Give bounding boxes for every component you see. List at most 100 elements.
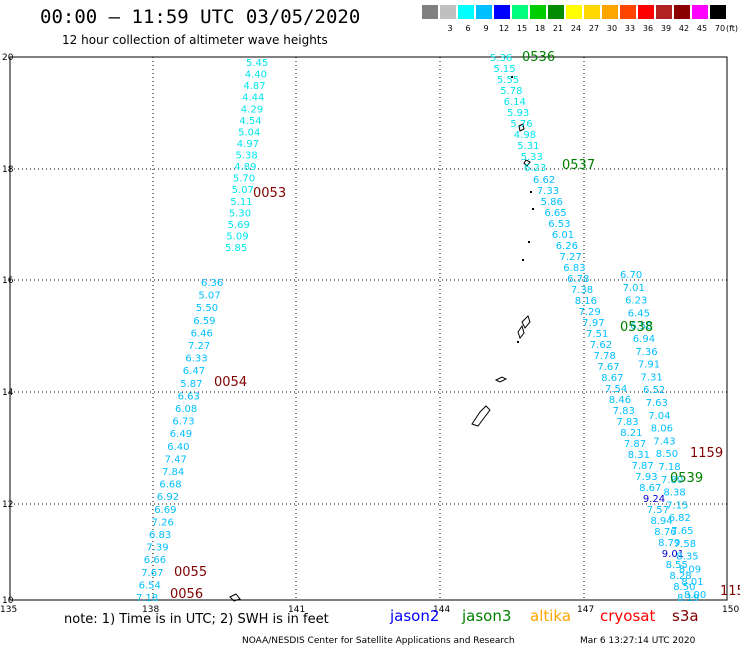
x-tick-label: 135 [0,605,17,615]
wave-height-label: 6.26 [556,241,578,252]
wave-height-label: 4.40 [245,70,267,81]
wave-height-label: 5.55 [497,75,519,86]
x-tick-label: 150 [722,605,739,615]
wave-height-label: 5.38 [236,151,258,162]
legend-label: 27 [588,24,600,33]
wave-height-label: 8.38 [664,488,686,499]
wave-height-label: 7.83 [616,417,638,428]
wave-height-label: 8.94 [651,516,673,527]
wave-height-label: 5.78 [500,86,522,97]
wave-height-label: 7.91 [638,360,660,371]
grid-lines [9,56,728,601]
wave-height-label: 5.07 [232,185,254,196]
wave-height-label: 7.87 [632,461,654,472]
wave-height-label: 8.55 [666,560,688,571]
wave-height-label: 6.52 [643,385,665,396]
time-label: 0054 [214,375,247,390]
wave-height-label: 7.38 [571,285,593,296]
island-guam [471,405,491,427]
wave-height-label: 7.29 [579,307,601,318]
wave-height-label: 7.80 [661,475,683,486]
legend-swatch [530,5,546,19]
legend-label: 33 [624,24,636,33]
satellite-name-jason2: jason2 [390,607,440,625]
wave-height-label: 8.46 [609,395,631,406]
islet [511,76,513,78]
wave-height-label: 7.63 [646,398,668,409]
wave-height-label: 7.97 [582,318,604,329]
wave-height-label: 7.83 [613,406,635,417]
time-label: 0055 [174,565,207,580]
wave-height-label: 5.30 [229,208,251,219]
wave-height-label: 5.15 [493,64,515,75]
satellite-tracks: 5.454.404.874.444.294.545.044.975.384.89… [136,53,706,604]
wave-height-label: 8.01 [681,577,703,588]
wave-height-label: 9.01 [662,549,684,560]
legend-label: 18 [534,24,546,33]
legend-swatch [692,5,708,19]
satellite-name-jason3: jason3 [462,607,512,625]
wave-height-label: 6.01 [552,230,574,241]
legend-label: 3 [447,24,453,33]
wave-height-label: 6.14 [504,97,526,108]
wave-height-label: 5.07 [198,291,220,302]
satellite-name-s3a: s3a [672,607,699,625]
x-tick-label: 144 [433,605,450,615]
wave-height-label: 4.44 [242,93,264,104]
wave-height-label: 5.76 [510,119,532,130]
wave-height-label: 6.47 [183,366,205,377]
wave-height-label: 7.18 [658,462,680,473]
legend-label: 39 [660,24,672,33]
wave-height-label: 7.33 [537,186,559,197]
map-subtitle: 12 hour collection of altimeter wave hei… [62,33,328,47]
legend-swatch [602,5,618,19]
wave-height-label: 7.65 [671,526,693,537]
credit-text: NOAA/NESDIS Center for Satellite Applica… [242,636,515,646]
y-tick-label: 10 [2,596,14,606]
time-label: 0056 [170,587,203,602]
wave-height-label: 6.78 [567,274,589,285]
wave-height-label: 8.31 [628,450,650,461]
small-islets [511,76,534,343]
wave-height-label: 7.01 [623,283,645,294]
wave-height-label: 7.27 [560,252,582,263]
wave-height-label: 7.67 [597,362,619,373]
wave-height-label: 4.29 [241,104,263,115]
islet [517,341,519,343]
wave-height-label: 6.36 [201,278,223,289]
wave-height-label: 7.26 [152,517,174,528]
wave-height-label: 7.39 [146,543,168,554]
island-saipan [521,315,531,329]
wave-height-label: 7.58 [674,539,696,550]
legend-label: 12 [498,24,510,33]
legend-swatch [566,5,582,19]
legend-label: 15 [516,24,528,33]
legend-label: 30 [606,24,618,33]
x-tick-label: 147 [577,605,594,615]
x-tick-label: 141 [288,605,305,615]
map-title: 00:00 – 11:59 UTC 03/05/2020 [40,6,361,28]
wave-height-label: 7.93 [635,472,657,483]
wave-height-label: 8.16 [575,296,597,307]
island-north-b [523,159,531,167]
wave-height-label: 7.84 [162,467,184,478]
island-north-a [518,123,525,132]
wave-height-label: 6.68 [159,480,181,491]
wave-height-label: 7.18 [136,593,158,604]
satellite-name-altika: altika [530,607,572,625]
time-labels: 0053 0054 0055 0056 0536 0537 0538 0539 1159 115 [170,50,740,602]
legend-swatch [440,5,456,19]
x-tick-label: 138 [142,605,159,615]
time-label: 0053 [253,186,286,201]
wave-height-label: 7.67 [141,568,163,579]
island-south [229,593,241,602]
wave-height-label: 5.86 [541,197,563,208]
wave-height-label: 7.47 [165,454,187,465]
wave-height-label: 5.69 [228,220,250,231]
wave-height-label: 8.35 [676,552,698,563]
wave-height-label: 4.89 [234,162,256,173]
wave-height-label: 6.94 [633,334,655,345]
wave-height-label: 5.11 [230,197,252,208]
wave-height-label: 6.54 [139,580,161,591]
legend-label: 6 [465,24,471,33]
